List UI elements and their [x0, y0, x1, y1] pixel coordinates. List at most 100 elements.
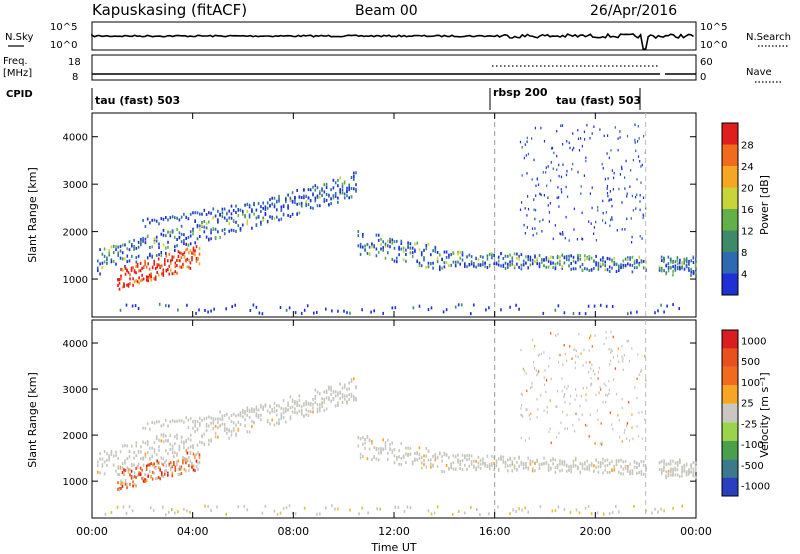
echo-cell [572, 255, 575, 259]
echo-cell [187, 236, 190, 239]
echo-cell [461, 251, 464, 255]
echo-cell [621, 406, 623, 410]
echo-cell [628, 401, 630, 404]
echo-cell [251, 407, 253, 411]
echo-cell [144, 241, 147, 245]
echo-cell [536, 177, 538, 180]
echo-cell [566, 359, 568, 363]
echo-cell [577, 467, 579, 471]
echo-cell [189, 212, 192, 216]
echo-cell [454, 455, 457, 459]
echo-cell [303, 402, 305, 406]
echo-cell [511, 460, 514, 464]
echo-cell [167, 259, 169, 263]
echo-cell [553, 151, 555, 155]
echo-cell [185, 248, 187, 252]
echo-cell [221, 417, 224, 421]
echo-cell [572, 259, 575, 263]
echo-cell [683, 267, 686, 271]
echo-cell [595, 261, 597, 265]
echo-cell [454, 264, 457, 268]
echo-cell [194, 253, 196, 257]
echo-cell [194, 469, 196, 473]
echo-cell [554, 509, 557, 513]
echo-cell [507, 469, 509, 473]
echo-cell [568, 264, 570, 268]
echo-cell [153, 218, 156, 222]
echo-cell [266, 201, 269, 205]
echo-cell [629, 263, 631, 267]
echo-cell [323, 408, 326, 412]
echo-cell [287, 401, 289, 405]
echo-cell [177, 250, 180, 254]
echo-cell [583, 348, 585, 352]
echo-cell [330, 188, 332, 192]
echo-cell [174, 435, 176, 439]
echo-cell [685, 470, 688, 474]
echo-cell [273, 196, 276, 200]
echo-cell [121, 243, 124, 247]
echo-cell [641, 163, 643, 167]
echo-cell [271, 408, 273, 412]
echo-cell [278, 197, 280, 201]
echo-cell [196, 224, 199, 227]
echo-cell [120, 267, 122, 271]
echo-cell [448, 253, 450, 257]
echo-cell [192, 420, 194, 424]
echo-cell [121, 251, 124, 255]
echo-cell [595, 254, 597, 258]
echo-cell [488, 463, 491, 466]
echo-cell [436, 456, 439, 460]
echo-cell [570, 466, 572, 470]
echo-cell [545, 265, 548, 269]
echo-cell [273, 509, 276, 513]
echo-cell [520, 263, 523, 267]
echo-cell [605, 384, 607, 387]
echo-cell [599, 461, 602, 465]
echo-cell [637, 140, 639, 143]
echo-cell [513, 457, 516, 460]
echo-cell [115, 450, 117, 454]
freq-right-tick-bottom: 0 [700, 72, 706, 83]
echo-cell [538, 254, 541, 257]
echo-cell [148, 267, 151, 271]
echo-cell [550, 262, 552, 266]
echo-cell [251, 419, 253, 423]
power-data [97, 123, 697, 316]
echo-cell [566, 169, 568, 173]
echo-cell [590, 367, 592, 370]
echo-cell [551, 509, 554, 513]
echo-cell [273, 423, 276, 427]
echo-cell [602, 219, 604, 222]
echo-cell [266, 206, 269, 210]
echo-cell [291, 410, 294, 414]
echo-cell [171, 230, 174, 234]
echo-cell [670, 467, 672, 471]
echo-cell [164, 262, 166, 266]
echo-cell [151, 477, 154, 481]
echo-cell [448, 255, 450, 259]
echo-cell [597, 261, 600, 265]
echo-cell [119, 465, 122, 469]
echo-cell [257, 215, 260, 218]
echo-cell [573, 146, 575, 150]
echo-cell [331, 309, 333, 313]
colorbar-tick-label: 500 [741, 357, 760, 368]
echo-cell [570, 262, 572, 265]
echo-cell [214, 431, 217, 435]
echo-cell [580, 185, 582, 188]
echo-cell [305, 408, 307, 412]
echo-cell [657, 309, 659, 313]
echo-cell [418, 304, 421, 308]
echo-cell [126, 268, 128, 272]
echo-cell [568, 465, 570, 469]
echo-cell [179, 465, 181, 469]
echo-cell [130, 476, 133, 480]
echo-cell [139, 466, 142, 470]
echo-cell [604, 177, 606, 181]
echo-cell [176, 238, 178, 241]
echo-cell [525, 154, 527, 157]
echo-cell [232, 412, 235, 416]
echo-cell [397, 505, 400, 509]
echo-cell [349, 311, 351, 315]
